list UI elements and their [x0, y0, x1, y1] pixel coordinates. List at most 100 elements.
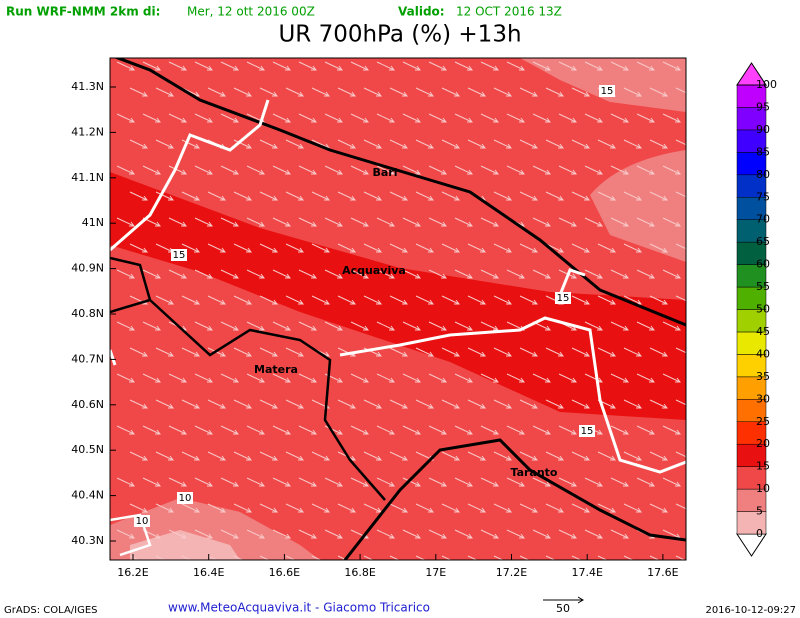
wind-arrow: [116, 165, 135, 175]
wind-arrow: [467, 347, 486, 357]
wind-arrow: [441, 399, 460, 409]
wind-arrow: [558, 529, 577, 539]
wind-arrow: [259, 139, 278, 149]
wind-arrow: [571, 503, 590, 513]
wind-arrow: [259, 347, 278, 357]
wind-arrow: [389, 347, 408, 357]
wind-arrow: [129, 503, 148, 513]
wind-arrow: [636, 269, 655, 279]
wind-arrow: [428, 269, 447, 279]
wind-arrow: [480, 61, 499, 71]
wind-arrow: [402, 529, 421, 539]
wind-arrow: [415, 295, 434, 305]
colorbar-label: 90: [756, 123, 770, 136]
wind-arrow: [389, 139, 408, 149]
wind-arrow: [142, 425, 161, 435]
wind-arrow: [415, 503, 434, 513]
colorbar-label: 65: [756, 235, 770, 248]
wind-arrow: [207, 503, 226, 513]
wind-arrow: [519, 555, 535, 560]
wind-arrow: [467, 295, 486, 305]
wind-arrow: [181, 139, 200, 149]
wind-arrow: [402, 321, 421, 331]
contour-label-box: [599, 85, 615, 97]
wind-arrow: [155, 139, 174, 149]
wind-arrow: [376, 529, 395, 539]
wind-arrow: [376, 425, 395, 435]
wind-arrow: [259, 191, 278, 201]
colorbar-label: 25: [756, 415, 770, 428]
wind-arrow: [155, 347, 174, 357]
wind-arrow: [610, 529, 629, 539]
wind-arrow: [259, 451, 278, 461]
lat-label: 41.3N: [71, 80, 104, 93]
wind-arrow: [311, 295, 330, 305]
wind-arrow: [324, 165, 343, 175]
wind-arrow: [636, 165, 655, 175]
wind-arrow: [376, 477, 395, 487]
wind-arrow: [597, 139, 616, 149]
wind-arrow: [402, 373, 421, 383]
wind-arrow: [623, 87, 642, 97]
colorbar-label: 15: [756, 460, 770, 473]
wind-arrow: [649, 399, 668, 409]
wind-arrow: [324, 217, 343, 227]
wind-arrow: [493, 295, 512, 305]
wind-arrow: [311, 503, 330, 513]
wind-arrow: [220, 217, 239, 227]
wind-arrow: [298, 321, 317, 331]
lon-label: 17.4E: [571, 566, 602, 579]
wind-arrow: [610, 165, 629, 175]
wind-arrow: [493, 87, 512, 97]
wind-arrow: [415, 191, 434, 201]
wind-arrow: [662, 113, 681, 123]
wind-arrow: [220, 373, 239, 383]
wind-arrow: [480, 269, 499, 279]
wind-arrow: [220, 477, 239, 487]
contour-label: 10: [179, 493, 192, 504]
wind-arrow: [636, 321, 655, 331]
wind-arrow: [389, 191, 408, 201]
wind-arrow: [532, 113, 551, 123]
wind-arrow: [259, 87, 278, 97]
contour-label: 15: [581, 426, 594, 437]
wind-arrow: [246, 321, 265, 331]
wind-arrow: [467, 555, 483, 560]
wind-arrow: [519, 503, 538, 513]
wind-arrow: [532, 269, 551, 279]
wind-arrow: [480, 217, 499, 227]
wind-arrow: [194, 529, 213, 539]
timestamp: 2016-10-12-09:27: [705, 605, 796, 616]
colorbar-label: 10: [756, 482, 770, 495]
wind-arrow: [194, 321, 213, 331]
wind-arrow: [259, 243, 278, 253]
wind-arrow: [467, 87, 486, 97]
wind-arrow: [506, 269, 525, 279]
wind-arrow: [441, 555, 457, 560]
wind-arrow: [402, 425, 421, 435]
contour-label-box: [134, 515, 150, 527]
wind-arrow: [636, 217, 655, 227]
wind-arrow: [350, 373, 369, 383]
wind-arrow: [220, 61, 239, 71]
wind-arrow: [311, 87, 330, 97]
wind-arrow: [285, 399, 304, 409]
wind-arrow: [194, 61, 213, 71]
wind-arrow: [662, 373, 681, 383]
title: UR 700hPa (%) +13h: [278, 22, 521, 48]
wind-arrow: [506, 425, 525, 435]
wind-arrow: [350, 217, 369, 227]
wind-arrow: [415, 399, 434, 409]
wind-arrow: [545, 347, 564, 357]
wind-arrow: [376, 165, 395, 175]
wind-arrow: [233, 243, 252, 253]
colorbar-top: [736, 62, 767, 86]
wind-arrow: [623, 503, 642, 513]
wind-arrow: [337, 87, 356, 97]
wind-arrow: [207, 555, 223, 560]
wind-arrow: [324, 529, 343, 539]
wind-arrow: [233, 139, 252, 149]
wind-arrow: [402, 477, 421, 487]
wind-arrow: [610, 113, 629, 123]
wind-arrow: [636, 425, 655, 435]
